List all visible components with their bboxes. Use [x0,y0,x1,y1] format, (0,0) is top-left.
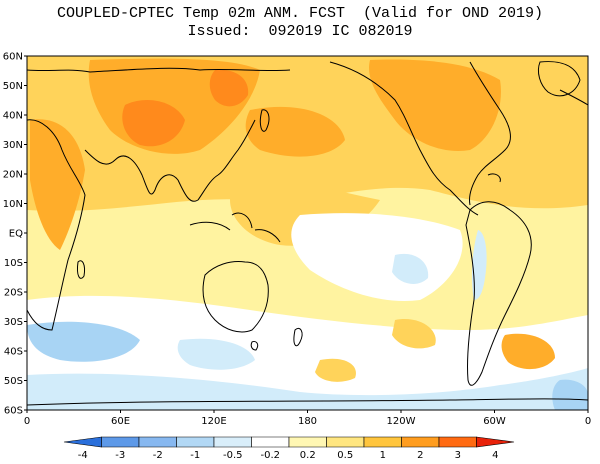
latitude-axis: 60N 50N 40N 30N 20N 10N EQ 10S 20S 30S 40S 50S 60S [3,52,27,417]
borneo-coast [231,212,253,229]
lon-label: 120E [201,416,226,427]
greenland-coast [537,61,581,97]
lat-label: 30N [3,140,23,151]
lat-label: 50N [3,81,23,92]
lat-label: 30S [4,317,23,328]
colorbar-label: 3 [455,450,461,461]
colorbar-label: 4 [492,450,498,461]
colorbar-label: 1 [380,450,386,461]
lat-label: 60N [3,52,23,63]
colorbar-swatch [288,436,327,448]
lat-label: 50S [4,376,23,387]
colorbar-swatch [101,436,140,448]
colorbar-swatch [213,436,252,448]
colorbar-label: -4 [78,450,88,461]
lon-label: 60W [483,416,506,427]
colorbar-swatch [176,436,215,448]
lon-label: 60E [111,416,130,427]
sumatra-coast [189,221,231,231]
south-america-coast [465,201,532,386]
lon-label: 0 [24,416,30,427]
madagascar-coast [77,260,85,279]
lat-label: 60S [4,406,23,417]
colorbar-swatch [476,436,515,448]
antarctica-coast [27,398,588,406]
tasmania-coast [250,341,259,351]
lon-label: 120W [387,416,416,427]
anomaly-field [27,56,588,410]
colorbar-label: -0.2 [260,450,280,461]
colorbar-label: -3 [115,450,125,461]
colorbar-swatch [438,436,477,448]
north-america-west-coast [329,61,479,216]
longitude-axis: 0 60E 120E 180 120W 60W 0 [24,410,591,427]
coastlines [27,61,588,406]
europe-west-coast [559,89,588,106]
lat-label: EQ [9,229,23,240]
colorbar-label: -1 [190,450,200,461]
eurasia-north-coast [27,67,291,73]
japan-coast [259,109,270,132]
caribbean-coast [487,173,501,183]
lon-label: 180 [298,416,317,427]
colorbar-swatch [138,436,177,448]
africa-coast [27,119,86,331]
colorbar-swatch [63,436,102,448]
colorbar-label: 2 [417,450,423,461]
lon-label: 0 [585,416,591,427]
colorbar-label: 0.2 [300,450,316,461]
colorbar-swatch [251,436,290,448]
colorbar-swatch [401,436,440,448]
colorbar-label: 0.5 [337,450,353,461]
issued-subtitle: Issued: 092019 IC 082019 [187,23,413,40]
colorbar-swatch [326,436,365,448]
map-title: COUPLED-CPTEC Temp 02m ANM. FCST (Valid … [56,5,544,22]
lat-label: 10S [4,258,23,269]
south-asia-coast [84,119,256,202]
colorbar-label: -2 [153,450,163,461]
lat-label: 40S [4,347,23,358]
colorbar-swatch [363,436,402,448]
australia-coast [202,261,269,333]
north-america-east-coast [469,61,511,206]
lat-label: 20S [4,288,23,299]
new-guinea-coast [254,229,281,243]
colorbar-label: -0.5 [223,450,243,461]
lat-label: 40N [3,111,23,122]
new-zealand-coast [293,327,303,347]
colorbar: -4 -3 -2 -1 -0.5 -0.2 0.2 0.5 1 2 3 4 [63,436,515,461]
lat-label: 20N [3,170,23,181]
lat-label: 10N [3,199,23,210]
